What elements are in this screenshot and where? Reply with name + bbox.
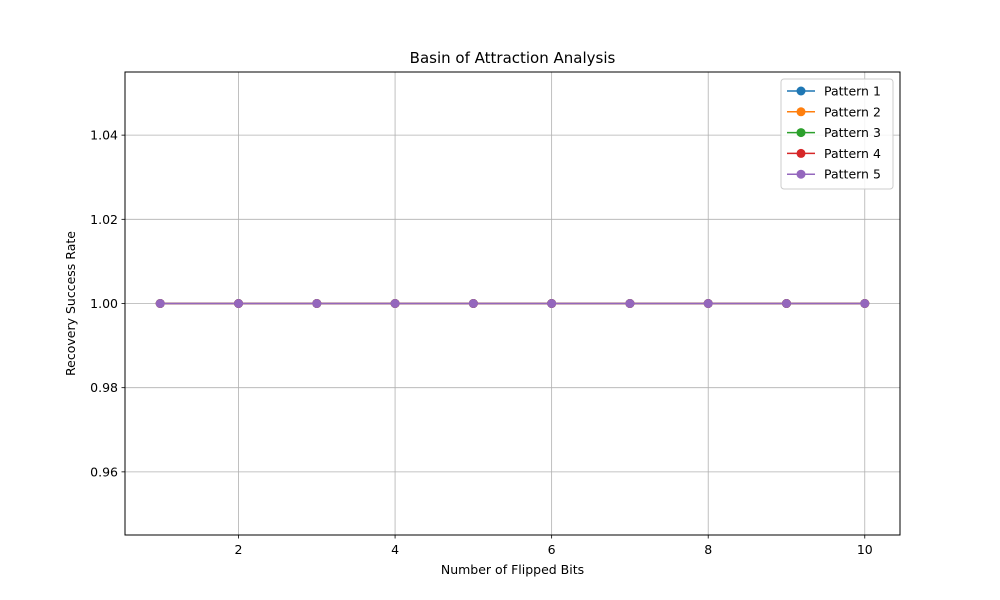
y-tick-label: 0.96 (90, 464, 118, 479)
chart-title: Basin of Attraction Analysis (410, 49, 616, 67)
legend-box (780, 78, 894, 190)
legend-label: Pattern 1 (824, 84, 881, 99)
legend-label: Pattern 5 (824, 167, 881, 182)
legend-item: Pattern 1 (787, 84, 881, 99)
data-point (468, 299, 478, 308)
y-tick-label: 1.00 (90, 296, 118, 311)
y-tick-label: 0.98 (90, 380, 118, 395)
x-tick-label: 4 (391, 542, 399, 557)
x-axis-ticks: 2 4 6 8 10 (235, 535, 873, 557)
y-tick-label: 1.04 (90, 128, 118, 143)
x-axis-label: Number of Flipped Bits (441, 562, 584, 577)
x-tick-label: 8 (704, 542, 712, 557)
data-point (781, 299, 791, 308)
data-point (547, 299, 557, 308)
y-tick-label: 1.02 (90, 212, 118, 227)
legend-label: Pattern 4 (824, 146, 881, 161)
x-tick-label: 6 (548, 542, 556, 557)
legend-item: Pattern 5 (787, 167, 881, 182)
legend-item: Pattern 3 (787, 125, 881, 140)
legend-item: Pattern 4 (787, 146, 881, 161)
data-point (312, 299, 322, 308)
data-point (390, 299, 400, 308)
x-tick-label: 2 (235, 542, 243, 557)
data-point (860, 299, 870, 308)
legend: Pattern 1 Pattern 2 Pattern 3 Pattern 4 Patt… (780, 78, 894, 190)
legend-marker (796, 86, 806, 96)
legend-label: Pattern 3 (824, 125, 881, 140)
legend-marker (796, 128, 806, 138)
data-point (234, 299, 244, 308)
x-tick-label: 10 (857, 542, 873, 557)
data-point (155, 299, 165, 308)
data-point (625, 299, 635, 308)
legend-marker (796, 148, 806, 158)
data-point (703, 299, 713, 308)
series-5 (155, 299, 870, 308)
series-layer (155, 299, 870, 308)
legend-label: Pattern 2 (824, 104, 881, 119)
y-axis-label: Recovery Success Rate (63, 231, 78, 376)
y-axis-ticks: 0.96 0.98 1.00 1.02 1.04 (90, 128, 125, 479)
legend-marker (796, 107, 806, 117)
legend-marker (796, 169, 806, 179)
legend-item: Pattern 2 (787, 104, 881, 119)
